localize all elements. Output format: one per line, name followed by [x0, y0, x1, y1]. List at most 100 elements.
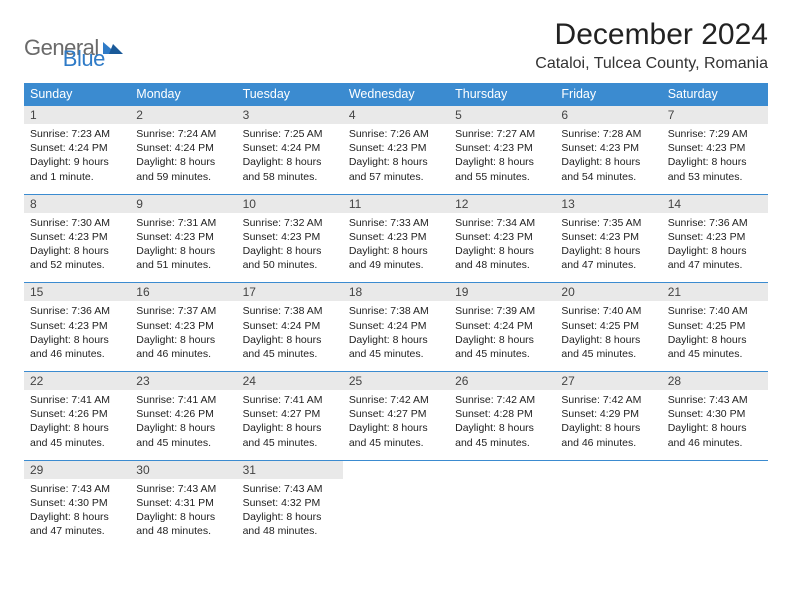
logo-triangle-icon: [103, 38, 123, 59]
sunset-text: Sunset: 4:31 PM: [136, 496, 230, 510]
sunrise-text: Sunrise: 7:42 AM: [455, 393, 549, 407]
sunset-text: Sunset: 4:23 PM: [668, 141, 762, 155]
day-number-cell: 18: [343, 283, 449, 302]
daylight-text: Daylight: 8 hours and 45 minutes.: [243, 333, 337, 361]
daylight-text: Daylight: 9 hours and 1 minute.: [30, 155, 124, 183]
logo-text-blue: Blue: [63, 46, 105, 72]
daylight-text: Daylight: 8 hours and 45 minutes.: [136, 421, 230, 449]
day-number-cell: 17: [237, 283, 343, 302]
day-content-cell: Sunrise: 7:38 AMSunset: 4:24 PMDaylight:…: [237, 301, 343, 371]
sunrise-text: Sunrise: 7:41 AM: [136, 393, 230, 407]
sunset-text: Sunset: 4:23 PM: [243, 230, 337, 244]
day-number-cell: 8: [24, 194, 130, 213]
day-number-cell: 19: [449, 283, 555, 302]
day-number-cell: [555, 460, 661, 479]
daylight-text: Daylight: 8 hours and 46 minutes.: [30, 333, 124, 361]
sunrise-text: Sunrise: 7:33 AM: [349, 216, 443, 230]
weekday-header: Tuesday: [237, 83, 343, 106]
sunrise-text: Sunrise: 7:35 AM: [561, 216, 655, 230]
day-content-cell: Sunrise: 7:32 AMSunset: 4:23 PMDaylight:…: [237, 213, 343, 283]
sunrise-text: Sunrise: 7:43 AM: [136, 482, 230, 496]
sunrise-text: Sunrise: 7:42 AM: [561, 393, 655, 407]
daylight-text: Daylight: 8 hours and 47 minutes.: [30, 510, 124, 538]
day-content-cell: Sunrise: 7:31 AMSunset: 4:23 PMDaylight:…: [130, 213, 236, 283]
daylight-text: Daylight: 8 hours and 45 minutes.: [243, 421, 337, 449]
day-content-cell: Sunrise: 7:42 AMSunset: 4:28 PMDaylight:…: [449, 390, 555, 460]
sunset-text: Sunset: 4:24 PM: [136, 141, 230, 155]
day-content-cell: Sunrise: 7:29 AMSunset: 4:23 PMDaylight:…: [662, 124, 768, 194]
daylight-text: Daylight: 8 hours and 45 minutes.: [30, 421, 124, 449]
daylight-text: Daylight: 8 hours and 46 minutes.: [561, 421, 655, 449]
sunset-text: Sunset: 4:23 PM: [349, 230, 443, 244]
daylight-text: Daylight: 8 hours and 45 minutes.: [349, 333, 443, 361]
daylight-text: Daylight: 8 hours and 47 minutes.: [668, 244, 762, 272]
day-content-row: Sunrise: 7:23 AMSunset: 4:24 PMDaylight:…: [24, 124, 768, 194]
sunset-text: Sunset: 4:24 PM: [243, 141, 337, 155]
sunset-text: Sunset: 4:23 PM: [561, 230, 655, 244]
title-block: December 2024 Cataloi, Tulcea County, Ro…: [535, 18, 768, 73]
sunset-text: Sunset: 4:26 PM: [136, 407, 230, 421]
day-content-cell: Sunrise: 7:37 AMSunset: 4:23 PMDaylight:…: [130, 301, 236, 371]
sunset-text: Sunset: 4:24 PM: [30, 141, 124, 155]
day-number-cell: 26: [449, 372, 555, 391]
weekday-header: Thursday: [449, 83, 555, 106]
day-content-row: Sunrise: 7:30 AMSunset: 4:23 PMDaylight:…: [24, 213, 768, 283]
weekday-header: Sunday: [24, 83, 130, 106]
sunset-text: Sunset: 4:23 PM: [668, 230, 762, 244]
day-number-cell: 11: [343, 194, 449, 213]
month-title: December 2024: [535, 18, 768, 52]
day-content-row: Sunrise: 7:41 AMSunset: 4:26 PMDaylight:…: [24, 390, 768, 460]
day-number-cell: 23: [130, 372, 236, 391]
header: General Blue December 2024 Cataloi, Tulc…: [24, 18, 768, 73]
day-content-cell: Sunrise: 7:33 AMSunset: 4:23 PMDaylight:…: [343, 213, 449, 283]
daylight-text: Daylight: 8 hours and 45 minutes.: [455, 421, 549, 449]
sunrise-text: Sunrise: 7:40 AM: [668, 304, 762, 318]
day-content-cell: Sunrise: 7:40 AMSunset: 4:25 PMDaylight:…: [555, 301, 661, 371]
day-number-cell: 24: [237, 372, 343, 391]
daylight-text: Daylight: 8 hours and 52 minutes.: [30, 244, 124, 272]
day-number-cell: 4: [343, 106, 449, 125]
weekday-header: Saturday: [662, 83, 768, 106]
sunset-text: Sunset: 4:23 PM: [30, 319, 124, 333]
weekday-header-row: Sunday Monday Tuesday Wednesday Thursday…: [24, 83, 768, 106]
sunrise-text: Sunrise: 7:41 AM: [30, 393, 124, 407]
sunrise-text: Sunrise: 7:25 AM: [243, 127, 337, 141]
day-content-cell: Sunrise: 7:42 AMSunset: 4:29 PMDaylight:…: [555, 390, 661, 460]
day-number-row: 891011121314: [24, 194, 768, 213]
day-content-cell: Sunrise: 7:30 AMSunset: 4:23 PMDaylight:…: [24, 213, 130, 283]
sunrise-text: Sunrise: 7:37 AM: [136, 304, 230, 318]
weekday-header: Wednesday: [343, 83, 449, 106]
day-number-cell: 1: [24, 106, 130, 125]
daylight-text: Daylight: 8 hours and 48 minutes.: [136, 510, 230, 538]
day-content-cell: Sunrise: 7:42 AMSunset: 4:27 PMDaylight:…: [343, 390, 449, 460]
day-content-cell: Sunrise: 7:35 AMSunset: 4:23 PMDaylight:…: [555, 213, 661, 283]
day-number-row: 15161718192021: [24, 283, 768, 302]
sunrise-text: Sunrise: 7:32 AM: [243, 216, 337, 230]
day-number-row: 22232425262728: [24, 372, 768, 391]
sunset-text: Sunset: 4:24 PM: [243, 319, 337, 333]
day-number-cell: 29: [24, 460, 130, 479]
day-number-cell: 14: [662, 194, 768, 213]
daylight-text: Daylight: 8 hours and 46 minutes.: [136, 333, 230, 361]
sunset-text: Sunset: 4:30 PM: [668, 407, 762, 421]
daylight-text: Daylight: 8 hours and 46 minutes.: [668, 421, 762, 449]
day-number-cell: 21: [662, 283, 768, 302]
day-number-cell: 13: [555, 194, 661, 213]
day-content-cell: Sunrise: 7:41 AMSunset: 4:26 PMDaylight:…: [130, 390, 236, 460]
day-content-cell: Sunrise: 7:43 AMSunset: 4:30 PMDaylight:…: [662, 390, 768, 460]
sunrise-text: Sunrise: 7:43 AM: [243, 482, 337, 496]
day-content-cell: Sunrise: 7:34 AMSunset: 4:23 PMDaylight:…: [449, 213, 555, 283]
sunrise-text: Sunrise: 7:43 AM: [668, 393, 762, 407]
daylight-text: Daylight: 8 hours and 48 minutes.: [243, 510, 337, 538]
day-number-cell: 12: [449, 194, 555, 213]
day-number-cell: [449, 460, 555, 479]
sunrise-text: Sunrise: 7:29 AM: [668, 127, 762, 141]
day-content-cell: Sunrise: 7:43 AMSunset: 4:31 PMDaylight:…: [130, 479, 236, 549]
sunrise-text: Sunrise: 7:27 AM: [455, 127, 549, 141]
day-content-row: Sunrise: 7:43 AMSunset: 4:30 PMDaylight:…: [24, 479, 768, 549]
daylight-text: Daylight: 8 hours and 57 minutes.: [349, 155, 443, 183]
location: Cataloi, Tulcea County, Romania: [535, 55, 768, 73]
day-content-cell: [555, 479, 661, 549]
sunset-text: Sunset: 4:23 PM: [30, 230, 124, 244]
daylight-text: Daylight: 8 hours and 50 minutes.: [243, 244, 337, 272]
